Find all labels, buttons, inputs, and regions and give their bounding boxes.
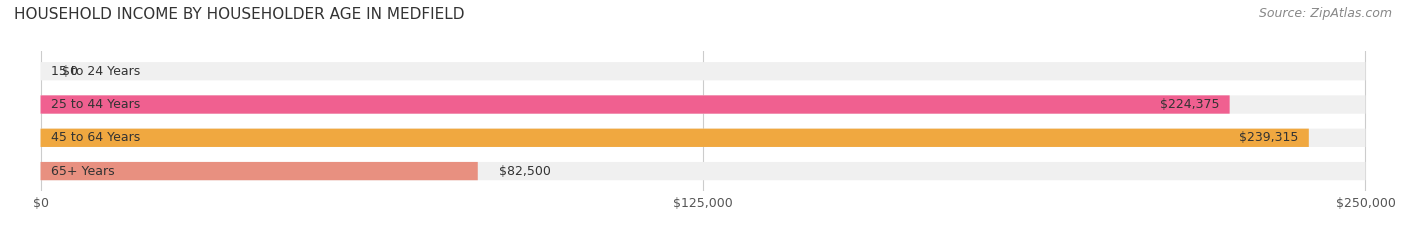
Text: 65+ Years: 65+ Years <box>51 164 115 178</box>
FancyBboxPatch shape <box>41 62 1365 80</box>
Text: 45 to 64 Years: 45 to 64 Years <box>51 131 141 144</box>
Text: $239,315: $239,315 <box>1239 131 1298 144</box>
FancyBboxPatch shape <box>41 162 478 180</box>
Text: $0: $0 <box>62 65 77 78</box>
FancyBboxPatch shape <box>41 95 1230 114</box>
Text: HOUSEHOLD INCOME BY HOUSEHOLDER AGE IN MEDFIELD: HOUSEHOLD INCOME BY HOUSEHOLDER AGE IN M… <box>14 7 464 22</box>
FancyBboxPatch shape <box>41 129 1365 147</box>
FancyBboxPatch shape <box>41 95 1365 114</box>
FancyBboxPatch shape <box>41 162 1365 180</box>
Text: $224,375: $224,375 <box>1160 98 1219 111</box>
FancyBboxPatch shape <box>41 129 1309 147</box>
Text: Source: ZipAtlas.com: Source: ZipAtlas.com <box>1258 7 1392 20</box>
Text: 25 to 44 Years: 25 to 44 Years <box>51 98 141 111</box>
Text: 15 to 24 Years: 15 to 24 Years <box>51 65 141 78</box>
Text: $82,500: $82,500 <box>499 164 551 178</box>
